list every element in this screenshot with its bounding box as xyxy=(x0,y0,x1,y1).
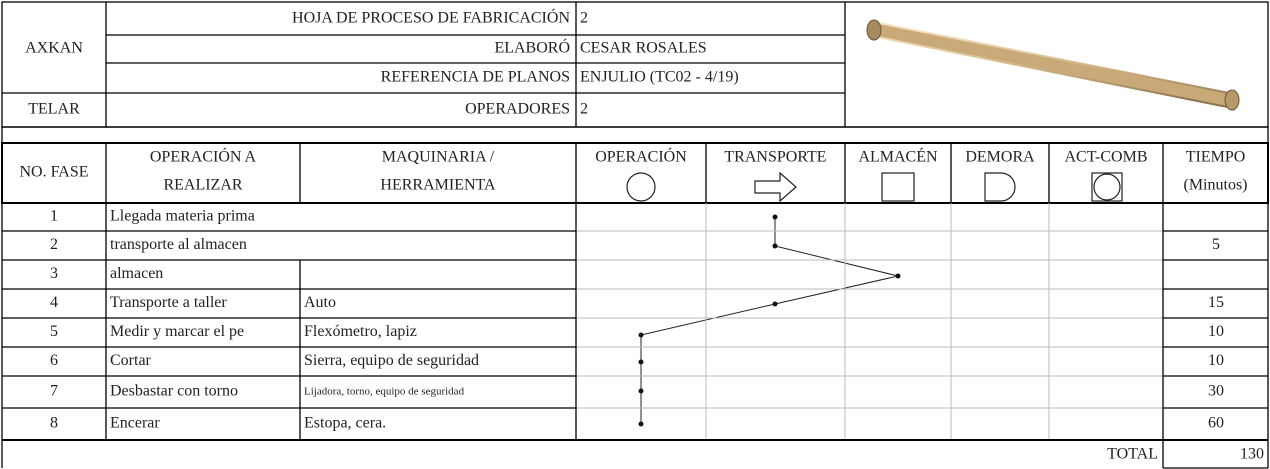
phase-number: 2 xyxy=(50,236,58,253)
operation: transporte al almacen xyxy=(110,236,247,253)
column-header: HERRAMIENTA xyxy=(380,177,496,194)
time: 10 xyxy=(1208,323,1224,340)
time: 60 xyxy=(1208,415,1224,432)
column-header: TIEMPO xyxy=(1186,149,1246,166)
total-label: TOTAL xyxy=(1107,446,1158,463)
operation: Desbastar con torno xyxy=(110,383,238,400)
operation: Medir y marcar el pe xyxy=(110,323,244,340)
phase-number: 7 xyxy=(50,383,58,400)
column-header: TRANSPORTE xyxy=(724,149,826,166)
column-header: NO. FASE xyxy=(19,164,88,181)
table-header-grid xyxy=(1,142,1269,204)
field-value: ENJULIO (TC02 - 4/19) xyxy=(580,69,739,86)
operation: Cortar xyxy=(110,352,152,369)
machinery: Flexómetro, lapiz xyxy=(304,323,417,340)
machinery: Sierra, equipo de seguridad xyxy=(304,352,479,369)
time: 30 xyxy=(1208,383,1224,400)
phase-number: 3 xyxy=(50,265,58,282)
total-value: 130 xyxy=(1240,446,1264,463)
machinery: Estopa, cera. xyxy=(304,415,386,432)
time: 15 xyxy=(1208,294,1224,311)
machinery: Auto xyxy=(304,294,336,311)
machinery: Lijadora, torno, equipo de seguridad xyxy=(304,386,465,398)
phase-number: 1 xyxy=(50,208,58,225)
field-value: 2 xyxy=(580,10,588,27)
column-header: OPERACIÓN xyxy=(595,147,687,166)
operation: Llegada materia prima xyxy=(110,208,255,225)
column-header: DEMORA xyxy=(965,149,1035,166)
field-label: OPERADORES xyxy=(465,101,570,118)
column-header: (Minutos) xyxy=(1184,177,1248,194)
flow-path xyxy=(638,214,901,427)
column-header: MAQUINARIA / xyxy=(382,149,495,166)
time: 5 xyxy=(1212,236,1220,253)
column-symbols xyxy=(626,171,1123,203)
field-value: CESAR ROSALES xyxy=(580,40,707,57)
column-header: REALIZAR xyxy=(163,177,242,194)
rod-image xyxy=(866,19,1240,111)
field-value: 2 xyxy=(580,101,588,118)
company: AXKAN xyxy=(25,40,83,57)
operation: almacen xyxy=(110,265,163,282)
field-label: HOJA DE PROCESO DE FABRICACIÓN xyxy=(292,8,570,27)
phase-number: 5 xyxy=(50,323,58,340)
column-header: OPERACIÓN A xyxy=(150,147,257,166)
operation: Transporte a taller xyxy=(110,294,227,311)
phase-number: 8 xyxy=(50,415,58,432)
column-header: ACT-COMB xyxy=(1065,149,1148,166)
column-header: ALMACÉN xyxy=(858,147,938,166)
operation: Encerar xyxy=(110,415,160,432)
field-label: ELABORÓ xyxy=(494,38,570,57)
area: TELAR xyxy=(28,101,80,118)
field-label: REFERENCIA DE PLANOS xyxy=(381,69,570,86)
phase-number: 6 xyxy=(50,352,58,369)
time: 10 xyxy=(1208,352,1224,369)
phase-number: 4 xyxy=(50,294,58,311)
